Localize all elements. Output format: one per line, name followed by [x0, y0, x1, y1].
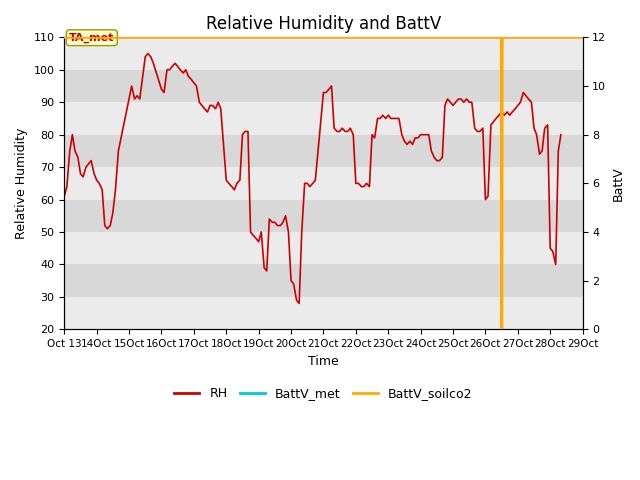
- Bar: [64, 135, 582, 167]
- Bar: [64, 167, 582, 200]
- Bar: [64, 264, 582, 297]
- Bar: [64, 200, 582, 232]
- Y-axis label: BattV: BattV: [612, 166, 625, 201]
- Y-axis label: Relative Humidity: Relative Humidity: [15, 128, 28, 239]
- Bar: [64, 232, 582, 264]
- Text: TA_met: TA_met: [69, 33, 115, 43]
- Title: Relative Humidity and BattV: Relative Humidity and BattV: [206, 15, 441, 33]
- Bar: [64, 297, 582, 329]
- Bar: [64, 37, 582, 70]
- Bar: [64, 102, 582, 135]
- Bar: [64, 70, 582, 102]
- X-axis label: Time: Time: [308, 355, 339, 368]
- Legend: RH, BattV_met, BattV_soilco2: RH, BattV_met, BattV_soilco2: [170, 382, 477, 405]
